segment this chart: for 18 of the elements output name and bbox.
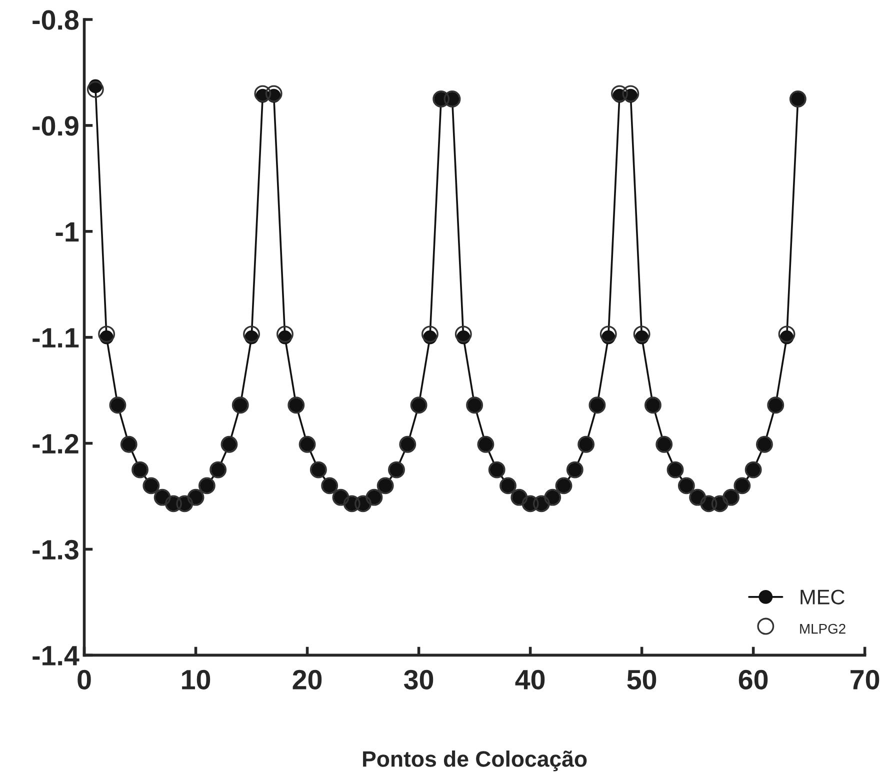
y-tick-label: -1.3 <box>32 540 78 560</box>
x-tick-label: 60 <box>738 670 768 690</box>
x-axis-title: Pontos de Colocação <box>363 750 587 772</box>
y-tick-label: -1 <box>56 222 79 242</box>
y-tick-label: -0.8 <box>32 10 79 30</box>
y-tick-label: -0.9 <box>32 116 78 136</box>
legend-label: MLPG2 <box>800 624 846 634</box>
y-tick-label: -1.1 <box>32 328 79 348</box>
y-tick-label: -1.2 <box>32 434 78 454</box>
x-tick-label: 20 <box>292 670 322 690</box>
x-tick-label: 50 <box>627 670 656 690</box>
x-tick-label: 10 <box>182 670 210 690</box>
y-tick-label: -1.4 <box>32 646 80 666</box>
x-tick-label: 70 <box>850 670 880 690</box>
x-tick-label: 40 <box>515 670 545 690</box>
x-tick-label: 30 <box>404 670 434 690</box>
legend-label: MEC <box>800 590 844 604</box>
x-tick-label: 0 <box>78 670 91 690</box>
